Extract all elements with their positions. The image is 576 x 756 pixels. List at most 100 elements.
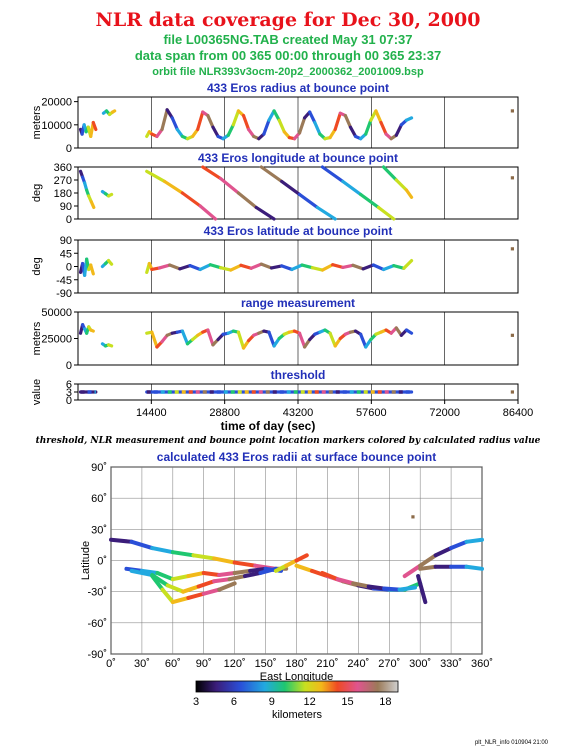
data-segment: [267, 330, 276, 348]
panel-title: 433 Eros latitude at bounce point: [204, 224, 393, 238]
map-track-segment: [416, 574, 428, 605]
panel-title: threshold: [271, 368, 326, 382]
y-tick-label: 3: [66, 387, 72, 399]
data-segment: [150, 330, 159, 349]
data-segment: [394, 178, 409, 192]
map-track-segment: [217, 570, 237, 578]
map-track-segment: [294, 553, 309, 563]
colorbar-strip: [195, 680, 399, 693]
map-track-segment: [129, 539, 155, 551]
data-segment: [374, 109, 383, 125]
map-track-segment: [186, 591, 206, 600]
y-axis-label: deg: [31, 184, 43, 202]
y-tick-label: -90: [56, 288, 72, 300]
data-segment: [206, 328, 215, 347]
map-track-segment: [191, 553, 217, 561]
map-track-segment: [366, 584, 387, 591]
orbit-line: orbit file NLR393v3ocm-20p2_2000362_2001…: [152, 66, 424, 78]
data-segment: [168, 263, 182, 271]
map-track-segment: [449, 539, 469, 551]
file-line: file L00365NG.TAB created May 31 07:37: [163, 32, 412, 47]
data-segment: [106, 259, 114, 266]
map-track-segment: [160, 587, 175, 605]
colorbar-tick-label: 9: [269, 696, 275, 708]
y-tick-label: 50000: [41, 307, 72, 319]
y-tick-label: 0: [66, 395, 72, 407]
panel-1: 433 Eros radius at bounce point 0 10000 200…: [31, 81, 519, 155]
data-segment: [157, 263, 172, 270]
map-track-segment: [351, 581, 371, 589]
map-track-segment: [139, 568, 160, 575]
data-segment: [254, 205, 276, 221]
panel-3: 433 Eros latitude at bounce point -90-450…: [31, 224, 519, 300]
data-point: [510, 176, 514, 180]
y-axis-label: value: [31, 379, 43, 405]
data-segment: [277, 118, 286, 134]
data-segment: [333, 111, 342, 132]
map-y-tick-label: 90˚: [91, 462, 107, 474]
data-segment: [348, 125, 358, 139]
y-tick-label: 0: [66, 262, 72, 274]
map-y-tick-label: -90˚: [87, 649, 107, 661]
data-segment: [364, 118, 373, 136]
x-tick-label: 28800: [209, 407, 240, 419]
data-segment: [351, 263, 365, 271]
data-segment: [297, 331, 307, 349]
x-tick-label: 86400: [503, 407, 534, 419]
colorbar-tick-label: 12: [304, 696, 316, 708]
data-segment: [379, 120, 388, 136]
data-segment: [180, 191, 202, 208]
map-track-segment: [150, 546, 175, 555]
map-x-tick-label: 150˚: [255, 658, 277, 670]
colorbar-label: kilometers: [272, 709, 323, 721]
map-track-segment: [320, 570, 340, 582]
map-x-tick-label: 60˚: [165, 658, 181, 670]
data-segment: [178, 264, 192, 271]
map-x-tick-label: 240˚: [347, 658, 369, 670]
map-track-segment: [201, 587, 222, 596]
map-track-segment: [129, 568, 155, 578]
map-track-segment: [433, 546, 454, 558]
time-series-panels: 433 Eros radius at bounce point 0 10000 200…: [31, 81, 533, 433]
data-segment: [206, 113, 215, 129]
data-segment: [89, 263, 95, 276]
map-track-segment: [165, 583, 186, 594]
map-track-segment: [186, 570, 206, 579]
span-line: data span from 00 365 00:00 through 00 3…: [135, 48, 441, 63]
map-y-tick-label: 0˚: [97, 556, 107, 568]
data-segment: [341, 263, 355, 269]
map-x-tick-label: 30˚: [134, 658, 150, 670]
map-point: [411, 515, 415, 519]
data-segment: [236, 330, 246, 350]
data-segment: [272, 109, 281, 122]
radius-colorbar: 3 6 9 12 15 18 kilometers: [193, 680, 399, 721]
map-track-segment: [155, 570, 175, 582]
data-point: [510, 333, 514, 337]
map-y-tick-label: -60˚: [87, 618, 107, 630]
data-segment: [89, 200, 96, 210]
x-tick-label: 14400: [136, 407, 167, 419]
map-x-tick-label: 120˚: [224, 658, 246, 670]
map-track-segment: [335, 577, 356, 586]
data-segment: [160, 108, 169, 132]
data-segment: [208, 263, 223, 270]
data-segment: [320, 263, 335, 272]
map-track-segment: [150, 574, 165, 592]
x-axis-label: time of day (sec): [221, 419, 316, 433]
data-segment: [308, 110, 317, 125]
map-track-segment: [464, 537, 484, 544]
colorbar-tick-label: 3: [193, 696, 199, 708]
panel-2: 433 Eros longitude at bounce point 090180…: [31, 151, 519, 226]
map-track-segment: [232, 568, 253, 575]
map-x-axis-label: East Longitude: [260, 671, 333, 683]
y-axis-label: deg: [31, 257, 43, 275]
data-segment: [218, 266, 233, 272]
data-segment: [404, 328, 414, 335]
map-x-tick-label: 270˚: [378, 658, 400, 670]
map-track-segment: [181, 584, 201, 594]
map-track-segment: [464, 564, 484, 571]
data-segment: [180, 329, 190, 346]
data-segment: [371, 263, 386, 272]
map-track-segment: [217, 581, 237, 592]
